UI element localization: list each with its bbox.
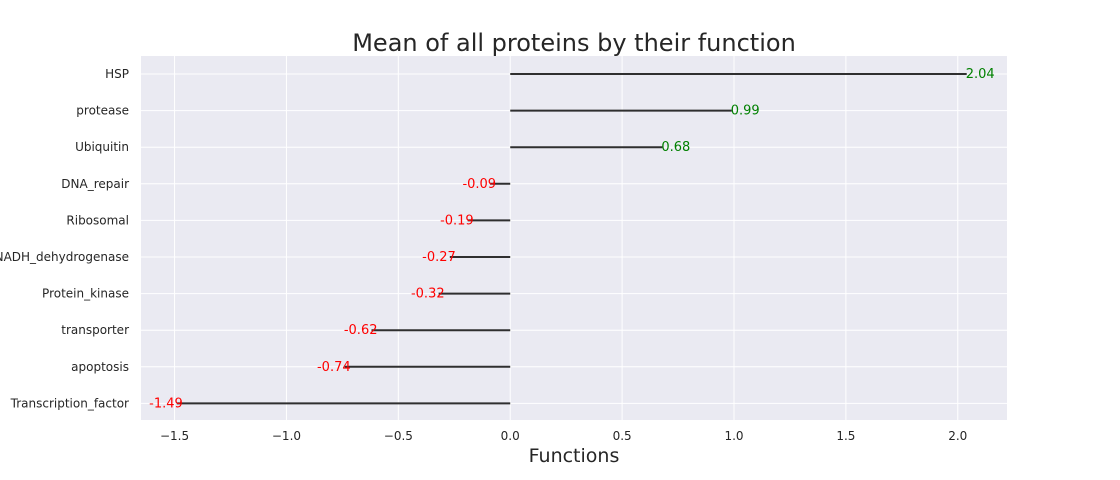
y-tick-label: protease [76,104,129,118]
x-tick-label: 2.0 [948,429,967,443]
y-tick-label: NADH_dehydrogenase [0,250,129,264]
x-tick-label: 0.5 [613,429,632,443]
data-label-Ubiquitin: 0.68 [661,140,690,155]
x-tick-label: −0.5 [384,429,413,443]
data-label-transporter: -0.62 [344,323,378,338]
data-label-HSP: 2.04 [966,67,995,82]
data-labels: 2.04 0.99 0.68 -0.09 -0.19 -0.27 -0.32 -0.62 -0.… [149,67,995,411]
data-lines [176,73,967,405]
x-tick-label: 1.0 [724,429,743,443]
plot-area [141,56,1007,420]
y-tick-label: HSP [105,67,129,81]
y-tick-label: Protein_kinase [42,287,129,301]
data-label-NADH_dehydrogenase: -0.27 [422,250,456,265]
y-tick-label: apoptosis [71,360,129,374]
x-tick-label: −1.5 [160,429,189,443]
y-tick-label: Ubiquitin [75,140,129,154]
data-label-Protein_kinase: -0.32 [411,287,445,302]
x-tick-label: −1.0 [272,429,301,443]
y-tick-label: DNA_repair [61,177,129,191]
y-tick-label: Transcription_factor [10,396,129,410]
x-axis-label: Functions [529,445,620,467]
data-label-Ribosomal: -0.19 [440,213,474,228]
y-tick-label: transporter [61,323,129,337]
chart-title: Mean of all proteins by their function [352,29,796,57]
data-label-Transcription_factor: -1.49 [149,396,183,411]
x-tick-labels: −1.5 −1.0 −0.5 0.0 0.5 1.0 1.5 2.0 [160,429,967,443]
data-label-protease: 0.99 [731,104,760,119]
y-tick-labels: HSP protease Ubiquitin DNA_repair Ribosomal N… [0,67,129,410]
x-tick-label: 1.5 [836,429,855,443]
data-label-DNA_repair: -0.09 [462,177,496,192]
x-tick-label: 0.0 [501,429,520,443]
data-label-apoptosis: -0.74 [317,360,351,375]
y-tick-label: Ribosomal [66,213,129,227]
